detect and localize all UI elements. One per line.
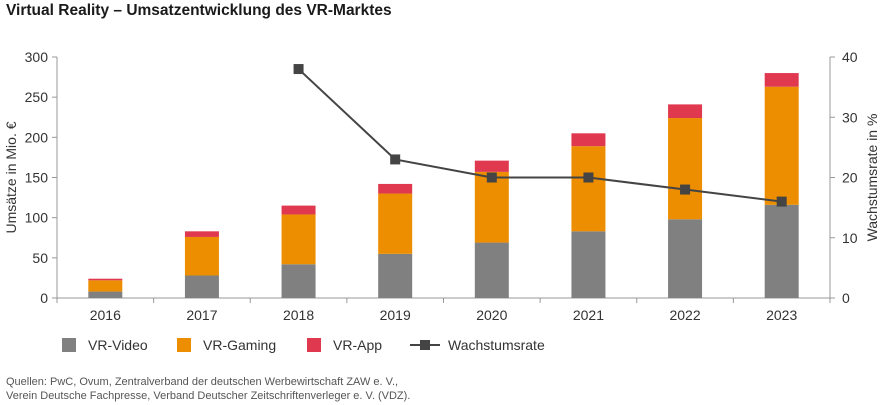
x-tick-label: 2022: [669, 307, 700, 323]
growth-rate-point-2022: [680, 184, 691, 195]
bar-vr-app-2020: [474, 160, 509, 172]
x-tick-label: 2016: [90, 307, 121, 323]
legend-label-rate: Wachstumsrate: [448, 337, 545, 353]
legend-label-video: VR-Video: [88, 337, 148, 353]
x-tick-label: 2018: [283, 307, 314, 323]
bar-vr-video-2021: [571, 231, 606, 298]
bar-vr-app-2022: [668, 104, 703, 119]
bar-vr-app-2016: [88, 278, 123, 281]
y-tick-label-left: 150: [25, 170, 49, 186]
axes: [52, 56, 835, 303]
bar-vr-app-2018: [281, 205, 316, 215]
bars: [88, 73, 799, 298]
y-tick-label-right: 10: [842, 230, 858, 246]
x-tick-label: 2019: [380, 307, 411, 323]
growth-rate-point-2021: [583, 172, 594, 183]
legend-swatch-app: [307, 338, 321, 352]
y-tick-label-right: 20: [842, 170, 858, 186]
bar-vr-app-2021: [571, 133, 606, 147]
y-tick-label-right: 30: [842, 109, 858, 125]
growth-rate-point-2019: [390, 154, 401, 165]
y-tick-label-right: 0: [842, 290, 850, 306]
bar-vr-app-2019: [378, 183, 413, 194]
y-tick-label-left: 0: [40, 290, 48, 306]
bar-vr-gaming-2019: [378, 193, 413, 254]
x-tick-label: 2020: [476, 307, 507, 323]
legend: VR-Video VR-Gaming VR-App Wachstumsrate: [0, 337, 885, 359]
y-tick-label-right: 40: [842, 49, 858, 65]
y-axis-title-left: Umsätze in Mio. €: [3, 121, 19, 233]
legend-swatch-video: [62, 338, 76, 352]
x-tick-label: 2017: [186, 307, 217, 323]
legend-swatch-rate: [410, 338, 440, 352]
bar-vr-gaming-2023: [764, 86, 799, 205]
bar-vr-video-2017: [184, 275, 219, 298]
bar-vr-video-2016: [88, 291, 123, 298]
legend-item-video: VR-Video: [62, 337, 148, 353]
bar-vr-video-2022: [668, 219, 703, 298]
x-tick-label: 2023: [766, 307, 797, 323]
y-axis-title-right: Wachstumsrate in %: [864, 114, 880, 242]
bar-vr-gaming-2020: [474, 171, 509, 243]
growth-rate-point-2018: [293, 64, 304, 75]
source-line-2: Verein Deutsche Fachpresse, Verband Deut…: [6, 390, 411, 402]
y-tick-label-left: 100: [25, 210, 49, 226]
axis-labels: 0 50 100 150 200 250 300 0 10 20 30 40 2016 2017 2018 2…: [3, 49, 880, 323]
source-note: Quellen: PwC, Ovum, Zentralverband der d…: [6, 375, 410, 403]
bar-vr-gaming-2022: [668, 118, 703, 220]
source-line-1: Quellen: PwC, Ovum, Zentralverband der d…: [6, 376, 399, 388]
legend-label-app: VR-App: [333, 337, 383, 353]
bar-vr-gaming-2018: [281, 214, 316, 265]
chart-title: Virtual Reality – Umsatzentwicklung des …: [6, 2, 392, 19]
growth-rate-point-2023: [776, 196, 787, 207]
y-tick-label-left: 300: [25, 49, 49, 65]
legend-item-rate: Wachstumsrate: [410, 337, 545, 353]
bar-vr-gaming-2016: [88, 280, 123, 292]
y-tick-label-left: 50: [32, 250, 48, 266]
bar-vr-video-2023: [764, 204, 799, 298]
y-tick-label-left: 200: [25, 129, 49, 145]
legend-item-gaming: VR-Gaming: [177, 337, 276, 353]
legend-label-gaming: VR-Gaming: [203, 337, 277, 353]
chart-area: 0 50 100 150 200 250 300 0 10 20 30 40 2016 2017 2018 2…: [3, 49, 880, 323]
bar-vr-app-2023: [764, 73, 799, 87]
bar-vr-app-2017: [184, 231, 219, 237]
bar-vr-gaming-2021: [571, 146, 606, 232]
y-tick-label-left: 250: [25, 89, 49, 105]
bar-vr-video-2020: [474, 242, 509, 298]
growth-rate-polyline: [297, 68, 782, 203]
growth-rate-point-2020: [486, 172, 497, 183]
legend-item-app: VR-App: [307, 337, 382, 353]
legend-swatch-gaming: [177, 338, 191, 352]
bar-vr-gaming-2017: [184, 236, 219, 276]
growth-rate-line: [293, 64, 787, 207]
bar-vr-video-2019: [378, 253, 413, 298]
bar-vr-video-2018: [281, 264, 316, 298]
x-tick-label: 2021: [573, 307, 604, 323]
